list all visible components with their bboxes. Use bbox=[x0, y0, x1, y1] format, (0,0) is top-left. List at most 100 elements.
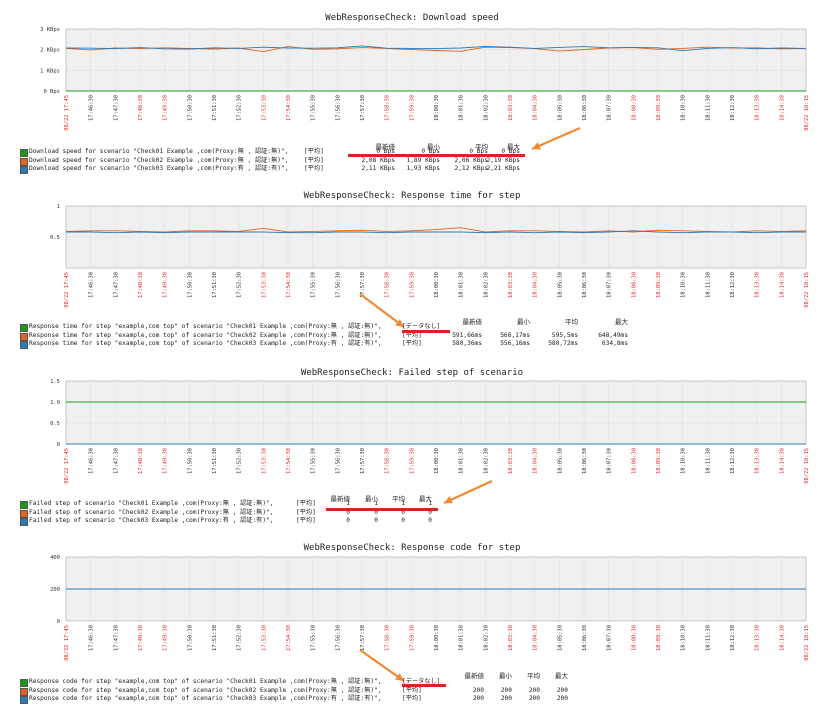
stat-value: 2,11 KBps bbox=[361, 165, 395, 172]
stat-header: 平均 bbox=[475, 143, 488, 151]
stat-value: 591,66ms bbox=[452, 331, 482, 339]
x-tick-label: 17:54:30 bbox=[286, 448, 292, 474]
x-tick-label: 17:53:30 bbox=[261, 625, 267, 651]
y-tick-label: 0.5 bbox=[50, 235, 60, 241]
y-tick-label: 0.5 bbox=[50, 421, 60, 427]
x-tick-label: 17:55:30 bbox=[311, 625, 317, 651]
stat-value: 1 bbox=[374, 500, 378, 507]
series-name: Response code for step "example,com top"… bbox=[29, 695, 382, 702]
chart-title: WebResponseCheck: Download speed bbox=[325, 13, 499, 23]
x-tick-label: 18:13:30 bbox=[755, 625, 761, 651]
stat-value: 0 bbox=[428, 517, 432, 524]
legend-row: Failed step of scenario "Check02 Example… bbox=[20, 509, 800, 518]
x-tick-label: 08/22 18:15 bbox=[804, 625, 810, 661]
x-tick-label: 18:08:30 bbox=[631, 448, 637, 474]
legend-swatch bbox=[20, 509, 28, 518]
stat-value: 0 bbox=[401, 508, 405, 516]
x-tick-label: 17:47:30 bbox=[113, 95, 119, 121]
stat-value: 200 bbox=[556, 686, 568, 694]
legend-swatch bbox=[20, 518, 28, 526]
legend-row: Response time for step "example,com top"… bbox=[20, 340, 800, 349]
annotation-arrow bbox=[443, 480, 493, 504]
y-tick-label: 200 bbox=[50, 587, 60, 593]
legend-swatch bbox=[20, 332, 28, 341]
x-tick-label: 17:58:30 bbox=[385, 272, 391, 298]
stat-value: 0 bbox=[401, 517, 405, 524]
legend-row: Response code for step "example,com top"… bbox=[20, 695, 800, 704]
x-tick-label: 17:57:30 bbox=[360, 272, 366, 298]
x-tick-label: 18:09:30 bbox=[656, 625, 662, 651]
x-tick-label: 17:56:30 bbox=[335, 272, 341, 298]
arrowhead-icon bbox=[532, 142, 541, 150]
x-tick-label: 17:53:30 bbox=[261, 448, 267, 474]
y-tick-label: 1.0 bbox=[50, 400, 60, 406]
x-tick-label: 18:01:30 bbox=[459, 625, 465, 651]
x-tick-label: 17:56:30 bbox=[335, 625, 341, 651]
aggregate-label: [データなし] bbox=[402, 678, 441, 685]
x-tick-label: 18:14:30 bbox=[779, 448, 785, 474]
x-tick-label: 18:03:30 bbox=[508, 448, 514, 474]
x-tick-label: 18:02:30 bbox=[483, 95, 489, 121]
x-tick-label: 18:11:30 bbox=[705, 625, 711, 651]
x-tick-label: 18:07:30 bbox=[607, 625, 613, 651]
x-tick-label: 17:48:30 bbox=[138, 625, 144, 651]
arrowhead-icon bbox=[395, 319, 404, 327]
stat-value: 1 bbox=[401, 500, 405, 507]
x-tick-label: 18:04:30 bbox=[533, 272, 539, 298]
x-tick-label: 17:47:30 bbox=[113, 625, 119, 651]
series-name: Failed step of scenario "Check01 Example… bbox=[29, 500, 274, 507]
x-tick-label: 17:48:30 bbox=[138, 448, 144, 474]
highlight-underline bbox=[402, 330, 450, 333]
legend-row: Response time for step "example,com top"… bbox=[20, 323, 800, 332]
x-tick-label: 17:55:30 bbox=[311, 448, 317, 474]
x-tick-label: 17:52:30 bbox=[237, 95, 243, 121]
stat-value: 200 bbox=[528, 686, 540, 694]
stat-value: 200 bbox=[472, 695, 484, 702]
x-tick-label: 18:10:30 bbox=[681, 95, 687, 121]
x-tick-label: 17:51:30 bbox=[212, 95, 218, 121]
legend-swatch bbox=[20, 679, 28, 687]
x-tick-label: 18:01:30 bbox=[459, 272, 465, 298]
x-tick-label: 17:53:30 bbox=[261, 272, 267, 298]
legend-row: Download speed for scenario "Check01 Exa… bbox=[20, 148, 800, 157]
x-tick-label: 17:52:30 bbox=[237, 448, 243, 474]
legend: Download speed for scenario "Check01 Exa… bbox=[20, 148, 800, 174]
x-tick-label: 17:51:30 bbox=[212, 625, 218, 651]
series-line bbox=[66, 230, 806, 234]
stat-value: 0 bbox=[374, 508, 378, 516]
x-tick-label: 18:06:30 bbox=[582, 448, 588, 474]
x-tick-label: 18:14:30 bbox=[779, 95, 785, 121]
stat-header: 最大 bbox=[555, 672, 568, 680]
x-tick-label: 18:03:30 bbox=[508, 95, 514, 121]
x-tick-label: 18:11:30 bbox=[705, 95, 711, 121]
stat-value: 200 bbox=[500, 695, 512, 702]
stat-header: 平均 bbox=[565, 318, 578, 326]
aggregate-label: [平均] bbox=[296, 517, 316, 524]
x-tick-label: 17:50:30 bbox=[187, 95, 193, 121]
series-name: Download speed for scenario "Check02 Exa… bbox=[29, 156, 289, 164]
y-tick-label: 1 KBps bbox=[40, 68, 60, 74]
annotation-arrow bbox=[359, 293, 405, 328]
stat-value: 595,5ms bbox=[551, 331, 578, 339]
stat-value: 556,16ms bbox=[500, 340, 530, 347]
stat-header: 最小 bbox=[499, 672, 512, 680]
stat-header: 最新値 bbox=[464, 672, 485, 680]
stat-value: 0 bbox=[428, 508, 432, 516]
aggregate-label: [平均] bbox=[402, 695, 422, 702]
x-tick-label: 17:49:30 bbox=[163, 625, 169, 651]
x-tick-label: 17:57:30 bbox=[360, 625, 366, 651]
stat-value: 200 bbox=[500, 686, 512, 694]
x-tick-label: 08/22 17:45 bbox=[64, 625, 70, 661]
x-tick-label: 08/22 18:15 bbox=[804, 272, 810, 308]
legend-row: Download speed for scenario "Check02 Exa… bbox=[20, 157, 800, 166]
x-tick-label: 17:56:30 bbox=[335, 448, 341, 474]
x-tick-label: 18:09:30 bbox=[656, 95, 662, 121]
stat-value: 0 Bps bbox=[501, 148, 520, 155]
x-tick-label: 18:09:30 bbox=[656, 448, 662, 474]
stat-value: 2,06 KBps bbox=[454, 156, 488, 164]
stat-value: 634,8ms bbox=[601, 340, 628, 347]
stat-header: 平均 bbox=[527, 672, 540, 680]
stat-value: 2,08 KBps bbox=[361, 156, 395, 164]
aggregate-label: [平均] bbox=[402, 686, 422, 694]
